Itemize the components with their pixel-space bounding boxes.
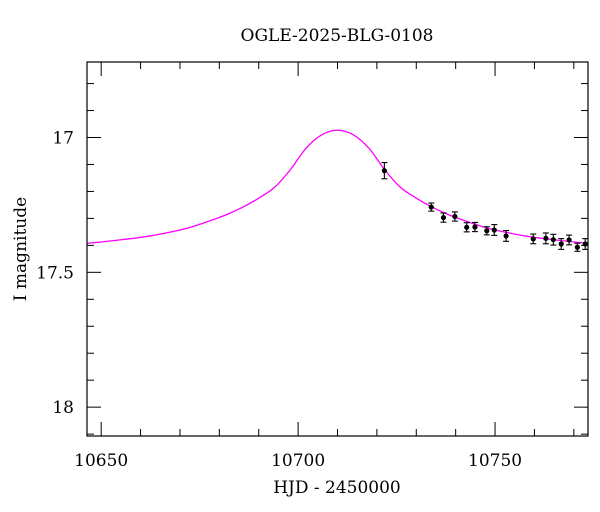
y-tick-label: 17 (52, 129, 74, 149)
y-tick-label: 17.5 (36, 263, 74, 283)
data-marker (550, 237, 556, 243)
data-point (550, 233, 557, 246)
data-marker (543, 235, 549, 241)
data-point (483, 226, 490, 236)
data-marker (452, 213, 458, 220)
data-marker (530, 236, 536, 242)
data-point (451, 211, 458, 222)
x-tick-label: 10650 (74, 451, 128, 471)
x-tick-label: 10750 (468, 451, 522, 471)
data-marker (440, 214, 447, 221)
model-curve (87, 129, 588, 244)
data-marker (566, 237, 572, 243)
data-point (558, 238, 565, 250)
data-point (428, 202, 435, 212)
data-marker (574, 244, 580, 250)
data-marker (472, 224, 478, 230)
x-tick-label: 10700 (271, 451, 325, 471)
data-point (471, 221, 478, 233)
data-marker (464, 224, 470, 230)
plot-frame (86, 61, 589, 437)
data-point (381, 162, 388, 180)
y-tick-label: 18 (52, 398, 74, 418)
data-marker (381, 168, 387, 174)
data-point (530, 233, 537, 245)
data-marker (428, 204, 434, 210)
tick-labels: 10650 10700 10750 17 17.5 18 (36, 129, 522, 471)
data-point (491, 224, 498, 236)
y-axis-label: I magnitude (11, 197, 31, 301)
data-marker (503, 233, 509, 239)
data-point (582, 238, 588, 250)
data-marker (491, 227, 497, 233)
data-point (440, 212, 447, 223)
data-marker (484, 228, 490, 234)
data-point (503, 229, 510, 242)
plot-area (87, 129, 588, 252)
data-point (542, 232, 549, 245)
data-point (574, 242, 581, 252)
axis-ticks (87, 62, 588, 436)
chart-title: OGLE-2025-BLG-0108 (241, 26, 434, 46)
data-marker (558, 241, 564, 247)
data-point (566, 234, 573, 246)
data-point (463, 222, 470, 233)
data-marker (582, 241, 588, 247)
x-axis-label: HJD - 2450000 (273, 478, 401, 498)
